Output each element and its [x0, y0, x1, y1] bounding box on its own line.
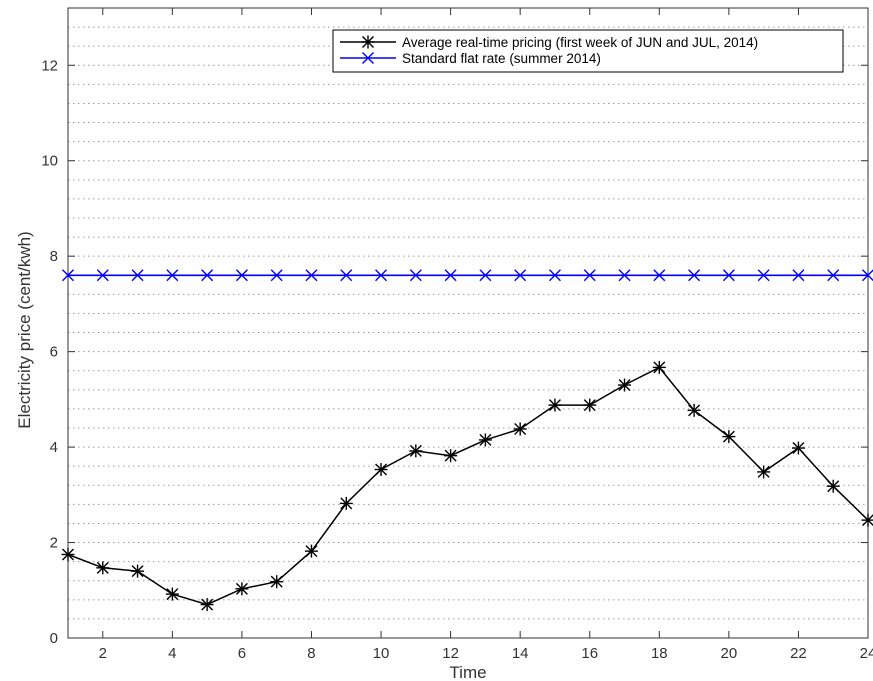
data-point-flat-rate: [583, 269, 596, 282]
data-point-flat-rate: [514, 269, 527, 282]
series-line-real-time-pricing: [67, 366, 869, 606]
y-tick-label: 10: [41, 153, 58, 170]
x-tick-label: 20: [721, 645, 738, 662]
data-point-real-time-pricing: [826, 479, 840, 493]
data-point-flat-rate: [62, 269, 74, 282]
x-tick-label: 24: [860, 645, 873, 662]
data-point-real-time-pricing: [409, 444, 423, 458]
data-point-flat-rate: [340, 269, 353, 282]
data-point-real-time-pricing: [722, 430, 736, 444]
data-point-flat-rate: [201, 269, 214, 282]
data-point-flat-rate: [722, 269, 735, 282]
legend-marker: [362, 52, 374, 64]
legend-marker: [361, 35, 375, 49]
data-point-real-time-pricing: [687, 403, 701, 417]
y-tick-label: 12: [41, 57, 58, 74]
legend-label: Average real-time pricing (first week of…: [402, 35, 758, 50]
x-tick-label: 16: [581, 645, 598, 662]
data-point-flat-rate: [757, 269, 770, 282]
axes: [67, 7, 869, 639]
data-point-real-time-pricing: [478, 433, 492, 447]
x-tick-label: 18: [651, 645, 668, 662]
y-tick-label: 6: [50, 344, 58, 361]
data-point-real-time-pricing: [339, 496, 353, 510]
x-tick-label: 12: [442, 645, 459, 662]
data-point-real-time-pricing: [583, 398, 597, 412]
plot-frame: [67, 7, 869, 639]
data-point-real-time-pricing: [304, 544, 318, 558]
data-point-real-time-pricing: [270, 575, 284, 589]
x-tick-label: 2: [99, 645, 107, 662]
y-tick-label: 8: [50, 248, 58, 265]
data-point-flat-rate: [792, 269, 805, 282]
legend-label: Standard flat rate (summer 2014): [402, 51, 601, 66]
x-tick-label: 4: [168, 645, 176, 662]
x-tick-label: 22: [790, 645, 807, 662]
y-tick-label: 4: [50, 439, 58, 456]
x-tick-label: 8: [307, 645, 315, 662]
y-tick-label: 2: [50, 535, 58, 552]
legend-box: [332, 29, 844, 73]
data-point-real-time-pricing: [165, 587, 179, 601]
y-tick-label: 0: [50, 630, 58, 647]
data-point-real-time-pricing: [618, 378, 632, 392]
data-point-flat-rate: [618, 269, 631, 282]
data-point-flat-rate: [131, 269, 144, 282]
data-point-flat-rate: [409, 269, 422, 282]
data-point-real-time-pricing: [652, 360, 666, 374]
data-point-flat-rate: [235, 269, 248, 282]
x-tick-label: 10: [373, 645, 390, 662]
data-point-flat-rate: [548, 269, 561, 282]
legend: Average real-time pricing (first week of…: [332, 29, 844, 73]
data-point-flat-rate: [375, 269, 388, 282]
data-point-flat-rate: [479, 269, 492, 282]
data-point-flat-rate: [444, 269, 457, 282]
data-point-real-time-pricing: [61, 547, 75, 561]
data-point-real-time-pricing: [444, 449, 458, 463]
x-tick-label: 14: [512, 645, 529, 662]
data-point-flat-rate: [270, 269, 283, 282]
series: [61, 269, 873, 612]
data-point-flat-rate: [653, 269, 666, 282]
data-point-flat-rate: [166, 269, 179, 282]
data-point-real-time-pricing: [235, 582, 249, 596]
data-point-real-time-pricing: [374, 463, 388, 477]
data-point-real-time-pricing: [513, 422, 527, 436]
data-point-flat-rate: [96, 269, 109, 282]
data-point-flat-rate: [862, 269, 873, 282]
data-point-flat-rate: [827, 269, 840, 282]
data-point-flat-rate: [305, 269, 318, 282]
data-point-flat-rate: [688, 269, 701, 282]
data-point-real-time-pricing: [757, 465, 771, 479]
grid: [68, 26, 868, 620]
data-point-real-time-pricing: [861, 513, 873, 527]
data-point-real-time-pricing: [548, 398, 562, 412]
data-point-real-time-pricing: [96, 561, 110, 575]
data-point-real-time-pricing: [200, 598, 214, 612]
data-point-real-time-pricing: [791, 441, 805, 455]
x-tick-label: 6: [238, 645, 246, 662]
data-point-real-time-pricing: [131, 564, 145, 578]
y-axis-title: Electricity price (cent/kwh): [15, 231, 34, 428]
x-axis-title: Time: [449, 663, 486, 681]
